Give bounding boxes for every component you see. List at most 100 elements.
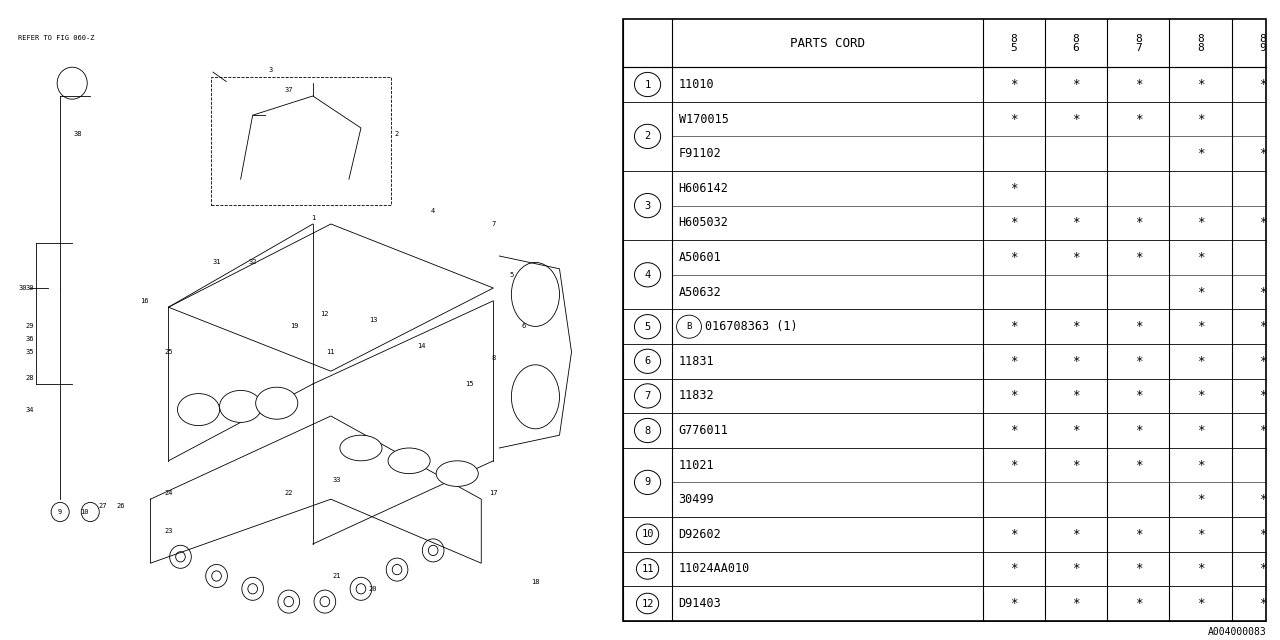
Text: 2: 2 [644,131,650,141]
Text: *: * [1073,113,1080,125]
Text: 8
6: 8 6 [1073,33,1079,53]
Text: 38: 38 [74,131,82,138]
Text: 19: 19 [291,323,300,330]
Text: 12: 12 [641,598,654,609]
Text: A50601: A50601 [678,251,722,264]
Text: *: * [1134,563,1142,575]
Text: *: * [1010,355,1018,368]
Text: *: * [1010,78,1018,91]
Text: *: * [1073,251,1080,264]
Text: *: * [1073,424,1080,437]
Text: *: * [1197,147,1204,160]
Text: *: * [1260,285,1266,299]
Text: *: * [1197,355,1204,368]
Text: *: * [1197,320,1204,333]
Text: *: * [1197,113,1204,125]
Text: *: * [1010,597,1018,610]
Ellipse shape [388,448,430,474]
Text: REFER TO FIG 060-Z: REFER TO FIG 060-Z [18,35,95,42]
Text: 11832: 11832 [678,389,714,403]
Text: *: * [1134,113,1142,125]
Text: 11021: 11021 [678,459,714,472]
Text: 11: 11 [326,349,335,355]
Text: *: * [1073,216,1080,229]
Text: 8
9: 8 9 [1260,33,1266,53]
Text: 7: 7 [492,221,495,227]
Text: 6: 6 [521,323,526,330]
Text: 1: 1 [644,79,650,90]
Text: 18: 18 [531,579,540,586]
Text: *: * [1010,389,1018,403]
Text: 24: 24 [164,490,173,496]
Text: *: * [1260,147,1266,160]
Text: 4: 4 [644,270,650,280]
Text: *: * [1197,78,1204,91]
Text: 5: 5 [509,272,513,278]
Text: 21: 21 [333,573,342,579]
Text: 23: 23 [164,528,173,534]
Text: *: * [1010,251,1018,264]
Text: 8
7: 8 7 [1135,33,1142,53]
Text: 8: 8 [644,426,650,435]
Text: 3: 3 [269,67,273,74]
Text: *: * [1073,563,1080,575]
Text: *: * [1010,113,1018,125]
Text: F91102: F91102 [678,147,722,160]
Text: *: * [1134,320,1142,333]
Ellipse shape [436,461,479,486]
Ellipse shape [220,390,261,422]
FancyBboxPatch shape [623,19,1266,621]
Text: *: * [1010,216,1018,229]
Text: *: * [1260,424,1266,437]
Text: H605032: H605032 [678,216,728,229]
Text: *: * [1010,424,1018,437]
Text: *: * [1197,528,1204,541]
Text: 30499: 30499 [678,493,714,506]
Text: 17: 17 [489,490,498,496]
Text: 8: 8 [492,355,495,362]
Text: PARTS CORD: PARTS CORD [790,36,865,50]
Text: *: * [1197,216,1204,229]
Text: *: * [1197,597,1204,610]
Text: 20: 20 [369,586,378,592]
Text: 14: 14 [417,342,425,349]
Text: 016708363 (1): 016708363 (1) [705,320,797,333]
Text: *: * [1197,389,1204,403]
Text: D92602: D92602 [678,528,722,541]
Ellipse shape [256,387,298,419]
Text: W170015: W170015 [678,113,728,125]
Text: *: * [1073,355,1080,368]
Text: 26: 26 [116,502,124,509]
Text: *: * [1073,389,1080,403]
Text: *: * [1134,597,1142,610]
Text: 11: 11 [641,564,654,574]
Text: 10: 10 [79,509,88,515]
Text: 11010: 11010 [678,78,714,91]
Text: 1: 1 [311,214,315,221]
Text: *: * [1134,424,1142,437]
Text: *: * [1010,182,1018,195]
Text: 2: 2 [396,131,399,138]
Text: D91403: D91403 [678,597,722,610]
Text: *: * [1073,78,1080,91]
Text: 28: 28 [26,374,35,381]
Text: H606142: H606142 [678,182,728,195]
Text: *: * [1010,563,1018,575]
Text: *: * [1073,528,1080,541]
Text: 31: 31 [212,259,221,266]
Text: *: * [1260,563,1266,575]
Text: *: * [1073,320,1080,333]
Text: 10: 10 [641,529,654,540]
Text: *: * [1197,251,1204,264]
Text: 16: 16 [140,298,148,304]
Text: 7: 7 [644,391,650,401]
Text: 30: 30 [18,285,27,291]
Text: 34: 34 [26,406,35,413]
Text: 11831: 11831 [678,355,714,368]
Text: *: * [1134,216,1142,229]
Text: *: * [1260,597,1266,610]
Text: *: * [1197,493,1204,506]
Text: 37: 37 [284,86,293,93]
Text: *: * [1260,493,1266,506]
Text: *: * [1260,216,1266,229]
